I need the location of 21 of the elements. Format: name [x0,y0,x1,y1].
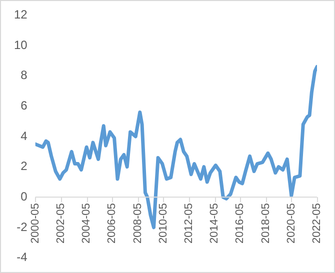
y-tick-label: -4 [16,250,28,264]
x-tick-label: 2002-05 [54,203,67,244]
y-tick-label: 0 [20,189,28,204]
x-tick-label: 2004-05 [80,203,93,244]
x-tick-label: 2012-05 [183,203,196,244]
y-tick-label: 8 [20,68,28,82]
y-tick-label: 2 [20,159,28,174]
x-tick-label: 2010-05 [157,203,170,244]
x-tick-label: 2016-05 [234,203,246,244]
x-tick-label: 2018-05 [260,203,272,244]
y-tick-label: 4 [20,128,28,143]
x-tick-label: 2008-05 [132,203,144,244]
x-tick-label: 2000-05 [29,203,42,244]
x-tick-label: 2020-05 [285,203,298,244]
y-tick-label: -2 [16,220,28,234]
y-tick-label: 10 [14,38,28,52]
x-tick-label: 2006-05 [106,203,118,244]
y-tick-label: 12 [14,8,28,22]
x-tick-label: 2022-05 [311,203,324,244]
y-tick-label: 6 [20,98,28,112]
x-tick-label: 2014-05 [208,203,221,244]
